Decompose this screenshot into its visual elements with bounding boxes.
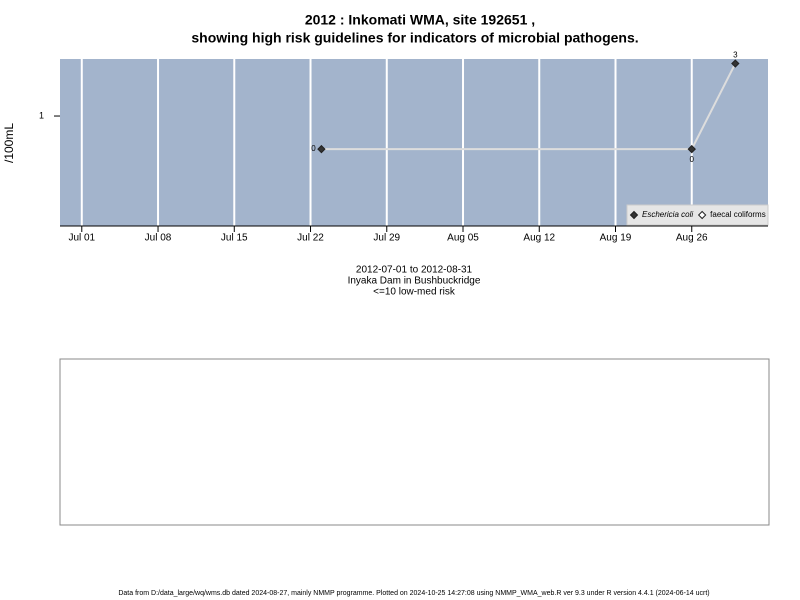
note: <=10 low-med risk <box>373 287 456 298</box>
x-tick-label: Jul 29 <box>373 233 400 244</box>
point <box>731 59 740 68</box>
empty-panel <box>59 358 770 526</box>
note: 2012-07-01 to 2012-08-31 <box>356 265 473 276</box>
point <box>687 144 696 154</box>
x-tick-label: Jul 08 <box>145 233 172 244</box>
note: Inyaka Dam in Bushbuckridge <box>348 276 481 287</box>
data-label: 0 <box>690 155 695 164</box>
plot-background <box>60 59 768 226</box>
x-tick-label: Jul 01 <box>68 233 95 244</box>
chart-subtitle: showing high risk guidelines for indicat… <box>191 30 638 46</box>
data-label: 3 <box>733 51 738 60</box>
y-tick-label: 1 <box>39 110 44 120</box>
chart-title: 2012 : Inkomati WMA, site 192651 , <box>305 12 535 28</box>
x-tick-label: Jul 15 <box>221 233 248 244</box>
legend-box <box>626 204 769 226</box>
x-tick-label: Aug 19 <box>600 233 632 244</box>
y-axis-label: /100mL <box>2 123 16 163</box>
legend-marker <box>697 210 707 220</box>
x-tick-label: Aug 26 <box>676 233 708 244</box>
legend-marker <box>629 210 639 220</box>
footer: Data from D:/data_large/wq/wms.db dated … <box>118 590 709 597</box>
legend-label: Eschericia coli <box>642 210 693 219</box>
x-tick-label: Aug 12 <box>523 233 555 244</box>
x-tick-label: Aug 05 <box>447 233 479 244</box>
data-label: 0 <box>311 144 316 153</box>
point <box>317 144 326 154</box>
x-tick-label: Jul 22 <box>297 233 324 244</box>
legend-label: faecal coliforms <box>710 210 766 219</box>
